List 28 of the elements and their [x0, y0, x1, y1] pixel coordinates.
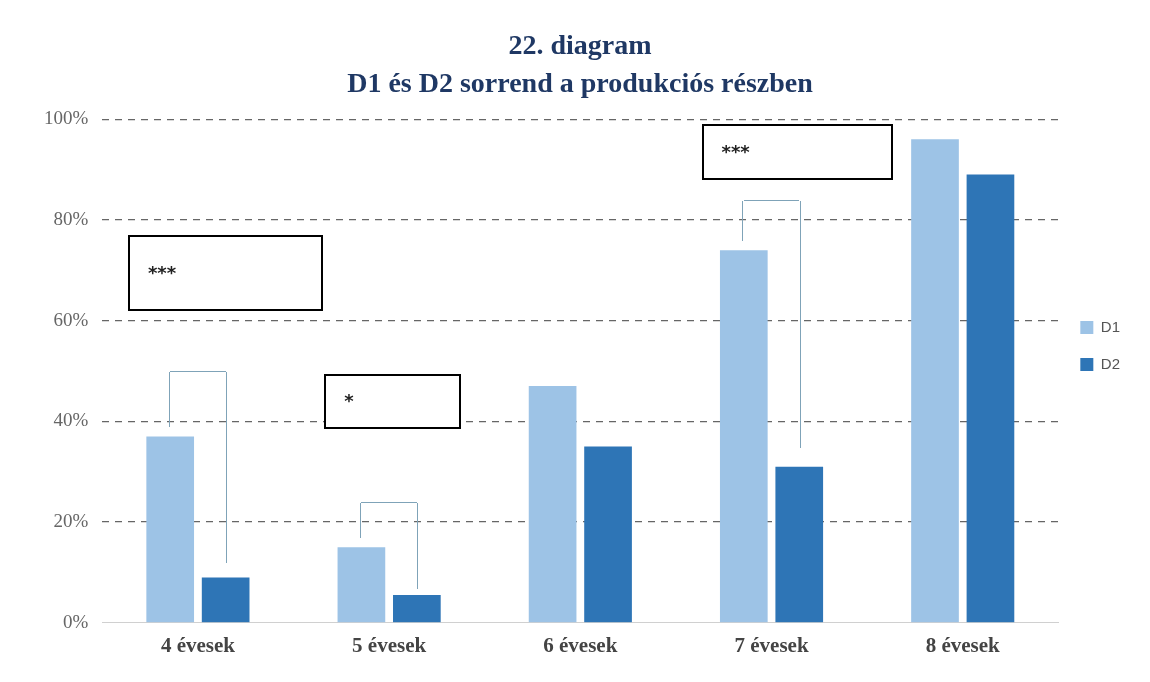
annotation: *** — [147, 261, 177, 283]
y-tick-label: 0% — [63, 610, 89, 632]
bar — [201, 577, 250, 623]
bar — [775, 466, 824, 623]
chart-subtitle: D1 és D2 sorrend a produkciós részben — [347, 66, 814, 98]
bar — [146, 436, 195, 623]
bar — [719, 250, 768, 623]
chart-title: 22. diagram — [508, 29, 652, 61]
x-tick-label: 4 évesek — [160, 632, 236, 657]
y-tick-label: 80% — [53, 207, 89, 229]
bar — [911, 139, 959, 623]
annotation: * — [344, 390, 354, 412]
bar — [337, 547, 386, 623]
y-tick-label: 100% — [44, 107, 89, 129]
bar — [393, 595, 441, 623]
bar — [528, 386, 577, 623]
annotation: *** — [721, 140, 750, 162]
x-tick-label: 7 évesek — [734, 632, 809, 657]
bar — [966, 174, 1015, 623]
y-tick-label: 40% — [53, 409, 89, 431]
x-tick-label: 6 évesek — [543, 632, 618, 657]
bar — [584, 446, 632, 623]
x-tick-label: 5 évesek — [352, 632, 427, 657]
legend-label: D1 — [1100, 317, 1121, 335]
x-tick-label: 8 évesek — [925, 632, 1001, 657]
y-tick-label: 60% — [53, 308, 89, 330]
y-tick-label: 20% — [53, 510, 89, 532]
legend-label: D2 — [1100, 354, 1121, 372]
